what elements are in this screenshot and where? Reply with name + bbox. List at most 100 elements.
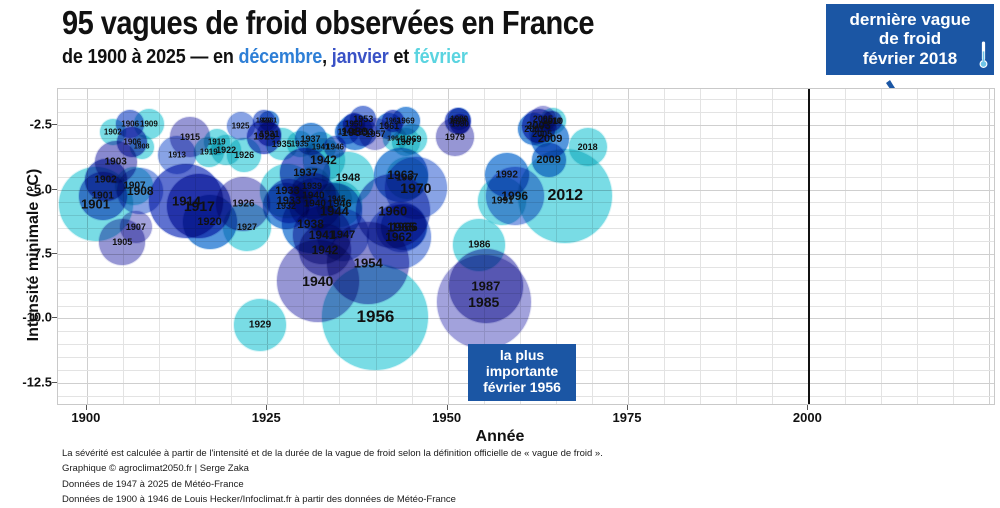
bubble-label: 2018 xyxy=(577,141,598,152)
bubble-label: 1926 xyxy=(232,198,255,210)
bubble-label: 2009 xyxy=(536,153,561,166)
y-tick-label: -5.0 xyxy=(29,181,52,196)
gridline-vertical xyxy=(159,89,160,404)
bubble-label: 1960 xyxy=(378,203,408,219)
bubble-label: 1926 xyxy=(234,149,255,160)
bubble-label: 1901 xyxy=(81,196,110,212)
gridline-vertical xyxy=(519,89,521,404)
y-tick-mark xyxy=(52,317,57,319)
x-tick-mark xyxy=(266,405,268,410)
bubble-2010[interactable] xyxy=(541,110,564,133)
y-tick-label: -10.0 xyxy=(22,309,52,325)
bubble-label: 1914 xyxy=(171,193,201,209)
bubble-label: 1908 xyxy=(126,183,154,198)
subtitle-janvier: janvier xyxy=(331,46,389,68)
subtitle-decembre: décembre xyxy=(238,46,323,68)
gridline-vertical xyxy=(628,89,629,404)
gridline-horizontal xyxy=(58,266,994,268)
bubble-label: 1939 xyxy=(301,180,322,191)
subtitle-sep1: , xyxy=(322,46,332,68)
bubble-label: 2012 xyxy=(547,186,584,204)
bubble-label: 1966 xyxy=(390,219,418,234)
bubble-2018[interactable] xyxy=(567,126,608,167)
bubble-label: 1937 xyxy=(300,134,321,145)
bubble-label: 1969 xyxy=(396,116,415,126)
bubble-1909[interactable] xyxy=(132,107,165,140)
bubble-label: 1969 xyxy=(401,134,422,145)
year-2000-reference-line xyxy=(808,89,811,404)
bubble-1980[interactable] xyxy=(448,112,471,135)
bubble-label: 1903 xyxy=(104,156,127,168)
gridline-horizontal xyxy=(58,99,994,101)
bubble-label: 1932 xyxy=(275,201,297,212)
bubble-label: 1948 xyxy=(335,171,361,184)
y-tick-mark xyxy=(52,124,57,126)
bubble-1987[interactable] xyxy=(447,248,524,325)
gridline-vertical xyxy=(447,89,449,404)
bubble-1948[interactable] xyxy=(321,150,376,205)
bubble-1929[interactable] xyxy=(233,297,288,352)
bubble-label: 1956 xyxy=(356,307,395,327)
bubble-label: 1933 xyxy=(276,195,302,208)
y-axis-label: Intensité minimale (°C) xyxy=(25,168,42,342)
x-tick-mark xyxy=(807,405,809,410)
footnote-line-2: Graphique © agroclimat2050.fr | Serge Za… xyxy=(62,463,249,475)
callout-1956-line3: février 1956 xyxy=(483,378,561,395)
bubble-label: 1940 xyxy=(302,190,325,202)
bubble-label: 1915 xyxy=(180,131,201,142)
gridline-horizontal xyxy=(58,228,994,230)
bubble-1969[interactable] xyxy=(395,123,428,156)
gridline-horizontal xyxy=(58,150,994,152)
bubble-label: 1953 xyxy=(353,126,374,137)
bubble-label: 1963 xyxy=(387,168,415,183)
bubble-label: 1935 xyxy=(290,139,309,149)
footnote-line-3: Données de 1947 à 2025 de Météo-France xyxy=(62,478,244,490)
bubble-label: 1967 xyxy=(396,172,419,184)
bubble-label: 1919 xyxy=(199,147,218,157)
bubble-label: 1902 xyxy=(103,127,122,137)
footnotes: La sévérité est calculée à partir de l'i… xyxy=(62,446,603,508)
gridline-vertical xyxy=(844,89,846,404)
x-tick-mark xyxy=(85,405,87,410)
bubble-1970[interactable] xyxy=(383,156,448,221)
bubble-label: 1901 xyxy=(91,190,114,202)
bubble-label: 1927 xyxy=(237,221,258,232)
bubble-label: 1946 xyxy=(327,197,352,210)
callout-last-line3: février 2018 xyxy=(862,48,958,68)
bubble-1907[interactable] xyxy=(118,209,153,244)
bubble-label: 1962 xyxy=(385,230,412,245)
bubble-label: 1935 xyxy=(271,139,292,150)
subtitle-sep2: et xyxy=(388,46,414,68)
bubble-label: 1931 xyxy=(259,129,280,140)
bubble-label: 1996 xyxy=(501,188,529,203)
bubble-label: 1970 xyxy=(400,180,432,197)
callout-last-cold-wave: dernière vague de froid février 2018 xyxy=(826,4,994,76)
y-tick-mark xyxy=(52,381,57,383)
gridline-horizontal xyxy=(58,253,994,255)
bubble-label: 1929 xyxy=(253,131,276,143)
gridline-vertical xyxy=(591,89,593,404)
bubble-label: 1917 xyxy=(183,198,215,215)
y-tick-label: -2.5 xyxy=(29,116,52,132)
x-axis-label: Année xyxy=(475,428,525,445)
bubble-label: 1946 xyxy=(326,142,344,152)
gridline-vertical xyxy=(555,89,557,404)
bubble-label: 1941 xyxy=(311,142,330,152)
bubble-label: 1938 xyxy=(297,217,324,232)
callout-1956-line1: la plus xyxy=(499,347,545,363)
bubble-1956[interactable] xyxy=(321,263,430,372)
x-tick-mark xyxy=(446,405,448,410)
bubble-label: 1950 xyxy=(341,124,368,139)
bubble-label: 1987 xyxy=(471,278,501,294)
bubble-label: 2009 xyxy=(537,133,563,146)
x-tick-label: 1925 xyxy=(251,410,281,425)
bubble-label: 1964 xyxy=(387,135,403,143)
bubble-label: 1967 xyxy=(395,136,416,147)
bubble-label: 2005 xyxy=(532,129,553,140)
bubble-label: 1931 xyxy=(261,117,278,125)
bubble-label: 2005 xyxy=(532,113,553,124)
bubble-label: 1948 xyxy=(337,127,356,137)
bubble-label: 1991 xyxy=(491,195,514,207)
bubble-label: 1906 xyxy=(123,137,142,147)
gridline-vertical xyxy=(736,89,738,404)
